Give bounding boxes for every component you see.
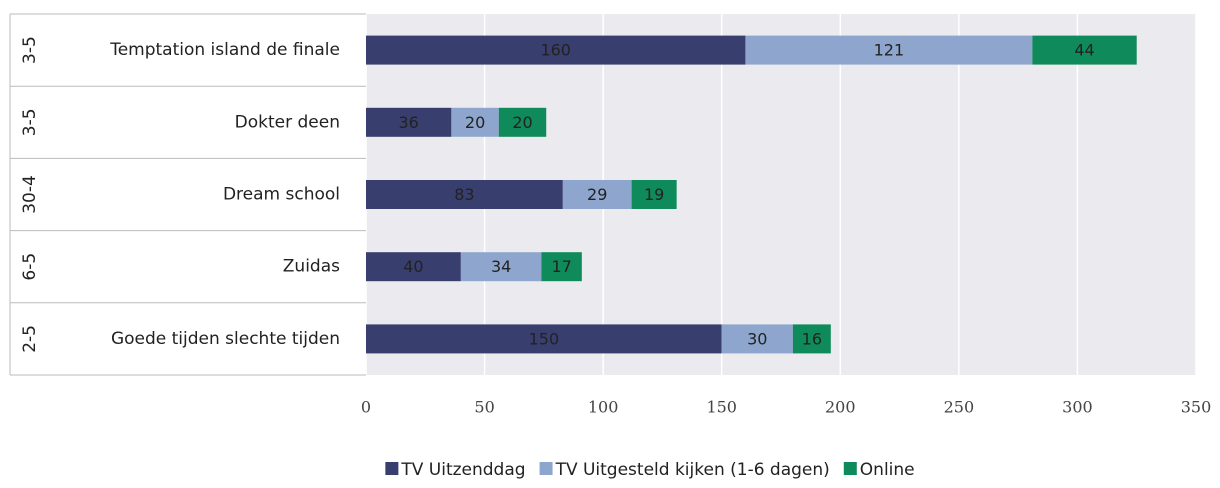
bar-segment (792, 324, 831, 354)
x-tick-label: 350 (1181, 398, 1212, 417)
value-label: 36 (399, 113, 419, 132)
date-label: 2-5 (20, 325, 40, 353)
value-label: 150 (529, 329, 560, 348)
bar-segment (631, 180, 677, 209)
bar-segment (721, 324, 793, 354)
x-tick-label: 300 (1062, 398, 1093, 417)
value-label: 30 (747, 329, 767, 348)
category-label: Dream school (223, 185, 340, 205)
legend-label: TV Uitgesteld kijken (1-6 dagen) (555, 460, 830, 480)
value-label: 83 (454, 185, 474, 204)
value-label: 29 (587, 185, 607, 204)
legend-swatch (843, 462, 857, 475)
value-label: 44 (1074, 41, 1094, 60)
value-label: 20 (465, 113, 485, 132)
bar-segment (562, 180, 632, 209)
date-label: 3-5 (20, 108, 40, 136)
bar-segment (541, 252, 582, 282)
bar-segment (498, 107, 547, 137)
bar-segment (366, 35, 746, 65)
bar-segment (1032, 35, 1137, 65)
legend-label: TV Uitzenddag (400, 460, 525, 480)
bar-segment (745, 35, 1033, 65)
date-label: 6-5 (20, 253, 40, 281)
legend-label: Online (860, 460, 915, 480)
legend: TV Uitzenddag TV Uitgesteld kijken (1-6 d… (385, 460, 915, 480)
value-label: 17 (551, 257, 571, 276)
value-label: 160 (540, 41, 571, 60)
bar-segment (366, 324, 722, 354)
category-label: Dokter deen (235, 112, 340, 132)
value-label: 20 (512, 113, 532, 132)
bar-segment (366, 107, 452, 137)
value-label: 34 (491, 257, 511, 276)
date-label: 3-5 (20, 36, 40, 64)
category-label: Zuidas (283, 257, 340, 277)
bar-segment (366, 252, 461, 282)
value-label: 16 (802, 329, 822, 348)
x-tick-label: 100 (588, 398, 619, 417)
bar-segment (366, 180, 563, 209)
category-label: Goede tijden slechte tijden (111, 329, 340, 349)
legend-swatch (385, 462, 399, 475)
x-tick-label: 200 (825, 398, 856, 417)
bar-segment (460, 252, 542, 282)
legend-swatch (539, 462, 553, 475)
bar-segment (451, 107, 499, 137)
value-label: 19 (644, 185, 664, 204)
x-tick-label: 0 (361, 398, 371, 417)
x-tick-label: 250 (944, 398, 975, 417)
value-label: 40 (403, 257, 423, 276)
x-tick-label: 50 (474, 398, 494, 417)
category-label: Temptation island de finale (109, 40, 340, 60)
x-tick-label: 150 (706, 398, 737, 417)
value-label: 121 (874, 41, 905, 60)
date-label: 30-4 (20, 175, 40, 214)
